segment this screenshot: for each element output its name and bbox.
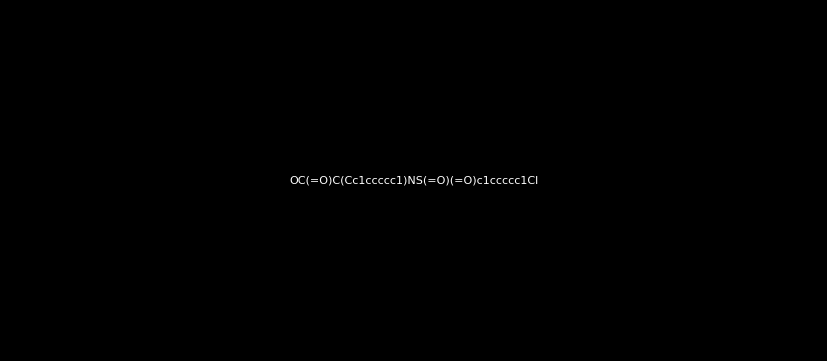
Text: OC(=O)C(Cc1ccccc1)NS(=O)(=O)c1ccccc1Cl: OC(=O)C(Cc1ccccc1)NS(=O)(=O)c1ccccc1Cl — [289, 175, 538, 186]
